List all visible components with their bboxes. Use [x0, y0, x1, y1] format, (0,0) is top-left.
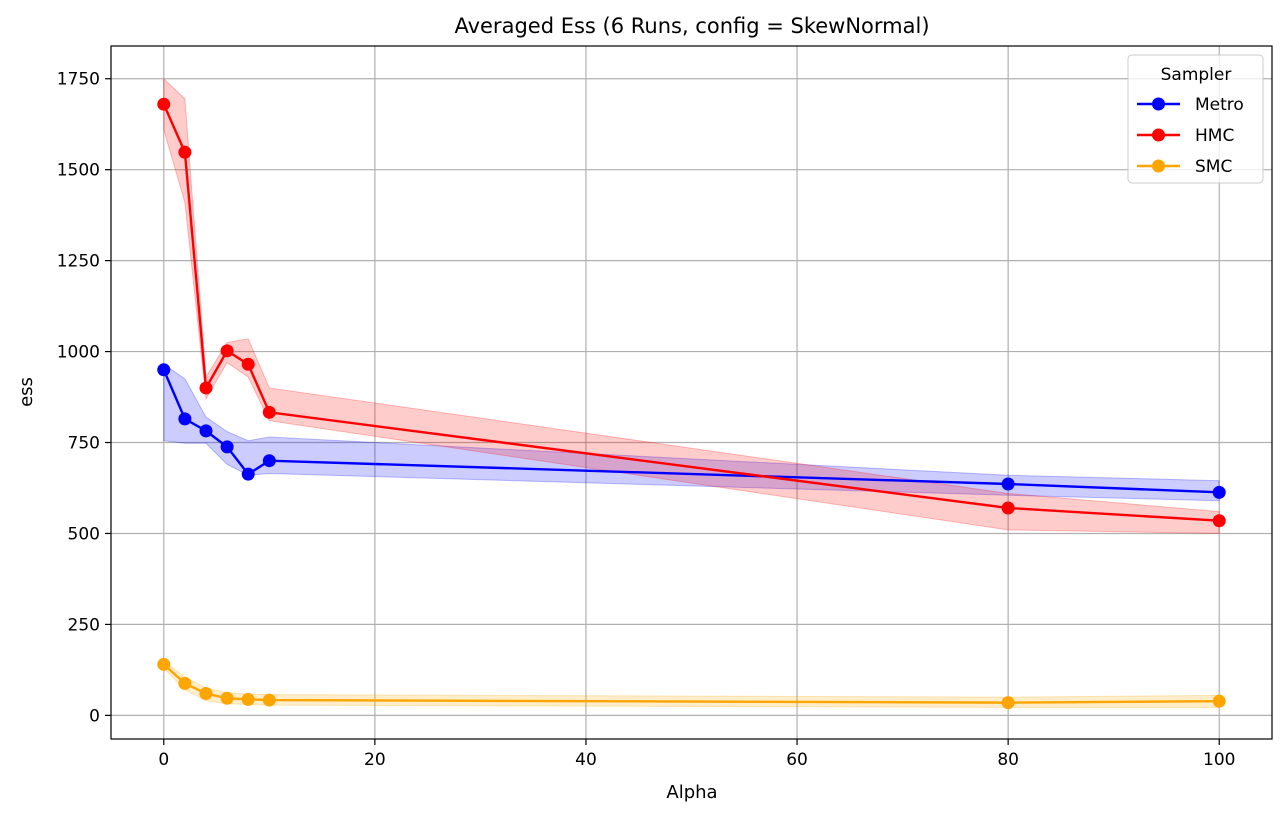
- hmc-point: [1001, 501, 1015, 515]
- smc-point: [157, 657, 171, 671]
- legend: Sampler Metro HMC SMC: [1127, 54, 1264, 184]
- y-tick-label: 1000: [57, 343, 100, 363]
- metro-point: [199, 424, 213, 438]
- hmc-point: [157, 97, 171, 111]
- smc-point: [199, 687, 213, 701]
- grid-lines: [111, 46, 1272, 739]
- y-tick-label: 250: [68, 615, 100, 635]
- chart-title: Averaged Ess (6 Runs, config = SkewNorma…: [454, 14, 929, 38]
- legend-items: Metro HMC SMC: [1137, 95, 1244, 177]
- metro-point: [262, 454, 276, 468]
- smc-point: [220, 691, 234, 705]
- x-axis-ticks: 0 20 40 60 80 100: [158, 739, 1235, 770]
- x-axis-label: Alpha: [666, 782, 717, 803]
- hmc-band: [163, 77, 1220, 534]
- hmc-point: [178, 145, 192, 159]
- x-tick-label: 60: [786, 750, 808, 770]
- x-tick-label: 40: [575, 750, 597, 770]
- smc-point: [241, 692, 255, 706]
- smc-point: [1001, 696, 1015, 710]
- hmc-point: [199, 381, 213, 395]
- x-tick-label: 80: [997, 750, 1019, 770]
- metro-point: [1212, 485, 1226, 499]
- x-tick-label: 0: [158, 750, 169, 770]
- y-tick-label: 1750: [57, 70, 100, 90]
- plot-frame: [110, 45, 1273, 740]
- legend-smc-label: SMC: [1195, 157, 1232, 177]
- metro-point: [157, 363, 171, 377]
- hmc-point: [241, 357, 255, 371]
- metro-point: [220, 440, 234, 454]
- y-axis-ticks: 0 250 500 750 1000 1250 1500 1750: [57, 70, 111, 726]
- y-tick-label: 1500: [57, 161, 100, 181]
- legend-box: [1127, 54, 1264, 184]
- legend-smc-marker: [1152, 159, 1165, 173]
- smc-point: [1212, 694, 1226, 708]
- legend-metro-label: Metro: [1195, 95, 1244, 115]
- hmc-point: [262, 405, 276, 419]
- legend-hmc-marker: [1152, 128, 1165, 142]
- y-tick-label: 0: [89, 706, 100, 726]
- legend-hmc-label: HMC: [1195, 126, 1234, 146]
- metro-point: [178, 412, 192, 426]
- hmc-point: [220, 344, 234, 358]
- y-tick-label: 1250: [57, 252, 100, 272]
- x-tick-label: 20: [364, 750, 386, 770]
- hmc-point: [1212, 514, 1226, 528]
- smc-point: [262, 693, 276, 707]
- metro-point: [241, 467, 255, 481]
- hmc-line: [162, 103, 1220, 522]
- series-points: [157, 97, 1226, 710]
- x-tick-label: 100: [1203, 750, 1235, 770]
- metro-point: [1001, 477, 1015, 491]
- y-tick-label: 750: [68, 434, 100, 454]
- y-axis-label: ess: [16, 377, 37, 407]
- legend-title: Sampler: [1161, 65, 1232, 85]
- y-tick-label: 500: [68, 524, 100, 544]
- smc-point: [178, 676, 192, 690]
- legend-metro-marker: [1152, 97, 1165, 111]
